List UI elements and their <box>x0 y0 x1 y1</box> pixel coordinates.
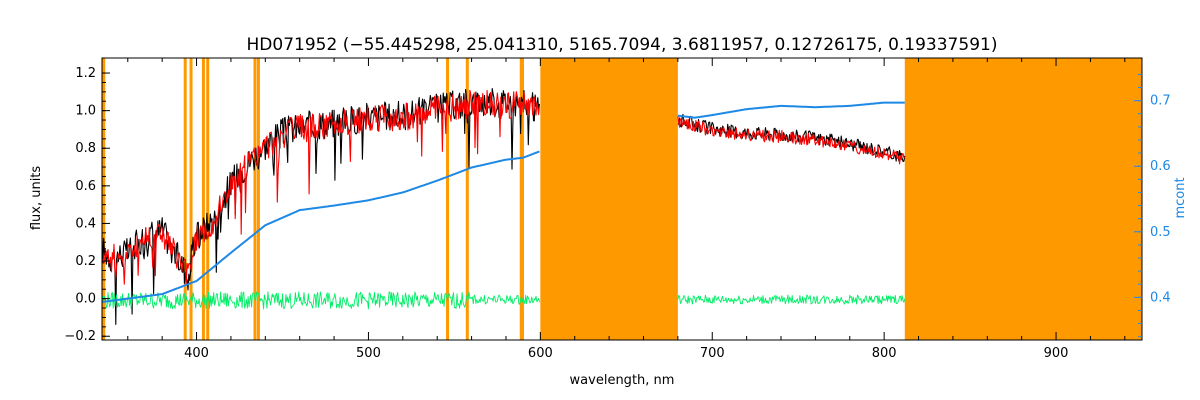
x-tick-label: 600 <box>528 346 553 361</box>
masked-band <box>540 58 678 340</box>
y-axis-label: flux, units <box>29 166 44 231</box>
y-tick-label: −0.2 <box>64 329 96 344</box>
masked-line <box>102 58 106 340</box>
y-tick-label: 0.2 <box>75 254 96 269</box>
y-tick-label: 0.6 <box>75 179 96 194</box>
masked-line <box>520 58 524 340</box>
x-tick-label: 900 <box>1044 346 1069 361</box>
y-tick-label: 0.0 <box>75 292 96 307</box>
plot-frame <box>101 57 1143 341</box>
y-tick-label: 1.2 <box>75 66 96 81</box>
y2-tick-label: 0.6 <box>1150 159 1171 174</box>
y2-axis-label: mcont <box>1173 177 1188 218</box>
mcont-line <box>101 101 905 303</box>
chart-title: HD071952 (−55.445298, 25.041310, 5165.70… <box>247 35 998 55</box>
masked-band <box>904 58 1142 340</box>
x-tick-label: 700 <box>700 346 725 361</box>
x-tick-label: 500 <box>356 346 381 361</box>
model-flux-line <box>101 89 905 285</box>
x-tick-label: 800 <box>872 346 897 361</box>
y-tick-label: 1.0 <box>75 104 96 119</box>
masked-line <box>465 58 469 340</box>
y-tick-label: 0.8 <box>75 141 96 156</box>
x-axis-label: wavelength, nm <box>570 373 675 388</box>
y2-tick-label: 0.5 <box>1150 225 1171 240</box>
masked-line <box>189 58 193 340</box>
x-tick-label: 400 <box>184 346 209 361</box>
y2-tick-label: 0.4 <box>1150 290 1171 305</box>
masked-line <box>206 58 210 340</box>
masked-line <box>446 58 450 340</box>
masked-line <box>256 58 260 340</box>
masked-line <box>253 58 257 340</box>
y-tick-label: 0.4 <box>75 216 96 231</box>
masked-line <box>183 58 187 340</box>
y2-tick-label: 0.7 <box>1150 94 1171 109</box>
residual-line <box>101 291 906 310</box>
masked-line <box>201 58 205 340</box>
